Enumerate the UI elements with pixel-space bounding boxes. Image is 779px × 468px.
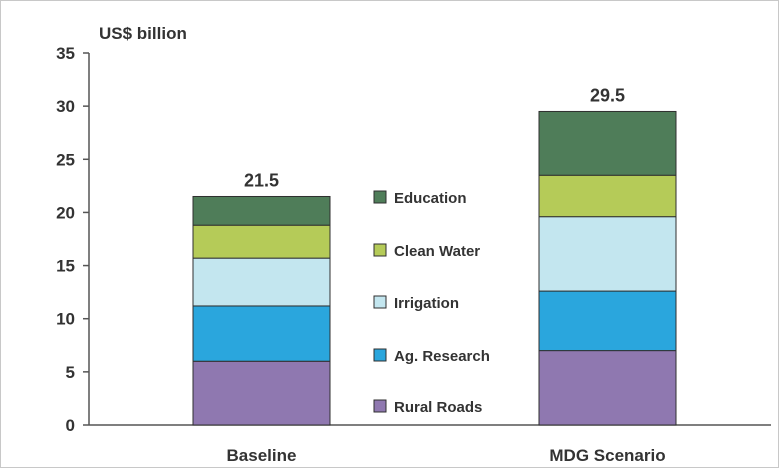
y-tick-label: 5 [66, 363, 75, 382]
bar-segment [538, 110, 677, 176]
bar-segment [538, 350, 677, 426]
legend-label: Ag. Research [394, 348, 490, 365]
bar-segment [538, 290, 677, 352]
legend-swatch [373, 243, 387, 257]
y-tick-label: 35 [56, 44, 75, 63]
bar-total-label: 21.5 [244, 170, 279, 190]
bar-segment [192, 224, 331, 259]
bar-segment [192, 257, 331, 307]
y-tick-label: 25 [56, 150, 75, 169]
bars [192, 110, 677, 426]
category-label: Baseline [227, 446, 297, 465]
y-ticks: 0 5 10 15 20 25 30 35 [56, 44, 89, 435]
y-tick-label: 0 [66, 416, 75, 435]
bar-segment [538, 174, 677, 218]
bar-segment [538, 216, 677, 292]
bar-segment [192, 305, 331, 362]
legend-label: Clean Water [394, 243, 480, 260]
category-labels: Baseline MDG Scenario [227, 446, 666, 465]
bar-segment [192, 195, 331, 226]
legend: Education Clean Water Irrigation Ag. Resear… [373, 190, 490, 416]
legend-swatch [373, 295, 387, 309]
legend-swatch [373, 399, 387, 413]
total-labels: 21.5 29.5 [244, 85, 625, 190]
bar-segment [192, 360, 331, 426]
category-label: MDG Scenario [549, 446, 665, 465]
unit-label: US$ billion [99, 24, 187, 43]
bar-total-label: 29.5 [590, 85, 625, 105]
legend-label: Irrigation [394, 295, 459, 312]
legend-swatch [373, 190, 387, 204]
y-tick-label: 15 [56, 257, 75, 276]
legend-label: Education [394, 190, 467, 207]
y-tick-label: 30 [56, 97, 75, 116]
y-tick-label: 20 [56, 203, 75, 222]
y-tick-label: 10 [56, 310, 75, 329]
legend-swatch [373, 348, 387, 362]
legend-label: Rural Roads [394, 399, 482, 416]
